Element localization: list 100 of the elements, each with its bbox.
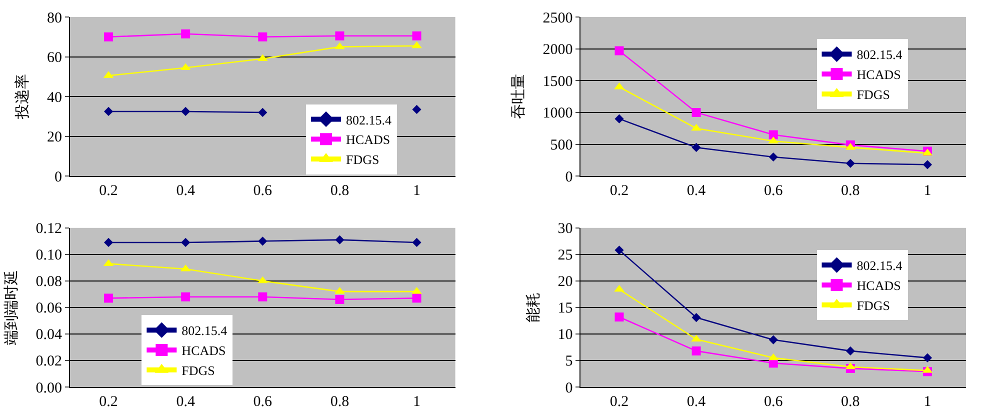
point: [181, 238, 190, 248]
point: [335, 295, 344, 304]
point: [335, 31, 344, 40]
point: [181, 106, 190, 116]
legend-label: HCADS: [346, 132, 390, 148]
point: [258, 32, 268, 42]
y-tick-label: 0.06: [36, 300, 62, 317]
x-tick-label: 0.8: [841, 183, 860, 200]
y-tick-label: 500: [550, 138, 573, 154]
point: [412, 104, 422, 114]
point: [181, 292, 190, 302]
y-tick-label: 80: [47, 10, 62, 26]
point: [258, 108, 268, 118]
point: [922, 353, 932, 362]
point: [181, 29, 190, 38]
y-tick-label: 0.08: [36, 274, 62, 290]
legend-label: 802.15.4: [182, 323, 228, 338]
x-tick-label: 0.2: [610, 394, 629, 410]
point: [104, 106, 114, 116]
point: [258, 236, 268, 246]
x-tick-label: 0.2: [610, 183, 629, 200]
legend-label: 802.15.4: [346, 112, 392, 128]
y-axis-title: 投递率: [14, 74, 32, 120]
point: [614, 284, 624, 292]
y-tick-label: 10: [558, 327, 573, 344]
y-axis-title: 端到端时延: [3, 270, 20, 345]
point: [258, 292, 268, 302]
point: [691, 334, 702, 342]
x-tick-label: 1: [413, 394, 420, 410]
x-tick-label: 0.6: [764, 394, 784, 410]
legend-label: 802.15.4: [856, 47, 903, 62]
y-tick-label: 25: [558, 248, 573, 264]
x-tick-label: 0.4: [176, 183, 196, 200]
x-tick-label: 0.4: [686, 394, 706, 410]
y-tick-label: 1500: [542, 74, 573, 90]
point: [768, 152, 778, 162]
y-tick-label: 15: [558, 300, 573, 317]
y-tick-label: 2500: [542, 10, 573, 26]
y-tick-label: 60: [47, 50, 62, 66]
legend-label: HCADS: [182, 343, 226, 358]
legend-label: FDGS: [182, 362, 215, 378]
y-tick-label: 0.12: [36, 221, 62, 238]
y-tick-label: 30: [558, 221, 573, 238]
point: [104, 294, 114, 303]
x-tick-label: 0.6: [764, 183, 784, 200]
x-tick-label: 1: [413, 183, 420, 200]
y-tick-label: 2000: [542, 42, 573, 58]
y-tick-label: 0.04: [36, 327, 62, 344]
legend-label: FDGS: [856, 87, 890, 102]
x-tick-label: 0.6: [253, 183, 273, 200]
y-tick-label: 40: [47, 90, 62, 106]
point: [692, 142, 701, 152]
point: [412, 31, 422, 40]
point: [412, 294, 422, 303]
point: [334, 42, 345, 50]
x-tick-label: 0.4: [686, 183, 706, 200]
y-tick-label: 0.02: [36, 354, 62, 370]
x-tick-label: 0.8: [330, 394, 350, 410]
legend-label: HCADS: [856, 278, 901, 294]
x-tick-label: 1: [924, 183, 932, 200]
point: [104, 32, 114, 42]
x-tick-label: 0.2: [99, 183, 118, 200]
legend-label: FDGS: [346, 152, 380, 168]
legend-label: HCADS: [856, 67, 901, 82]
x-tick-label: 0.6: [253, 394, 273, 410]
y-tick-label: 0: [54, 169, 62, 186]
point: [614, 246, 624, 255]
x-tick-label: 0.2: [99, 394, 118, 410]
point: [846, 346, 855, 356]
y-tick-label: 0.10: [36, 248, 62, 264]
point: [846, 158, 855, 168]
point: [614, 46, 624, 56]
y-axis-title: 能耗: [524, 292, 542, 322]
y-tick-label: 5: [565, 354, 573, 370]
x-tick-label: 0.8: [841, 394, 860, 410]
x-tick-label: 0.4: [176, 394, 196, 410]
legend-label: 802.15.4: [856, 258, 903, 274]
point: [692, 346, 701, 356]
y-tick-label: 1000: [542, 106, 573, 122]
point: [922, 160, 932, 170]
point: [614, 312, 624, 322]
point: [412, 41, 422, 48]
legend-label: FDGS: [856, 298, 890, 313]
y-tick-label: 0.00: [36, 380, 62, 396]
x-tick-label: 1: [924, 394, 932, 410]
point: [692, 312, 701, 322]
point: [768, 130, 778, 140]
point: [692, 108, 701, 117]
y-axis-title: 吞吐量: [510, 74, 527, 120]
point: [412, 238, 422, 248]
y-tick-label: 0: [565, 380, 573, 396]
point: [335, 235, 344, 244]
point: [614, 114, 624, 124]
y-tick-label: 20: [558, 274, 573, 290]
point: [104, 238, 114, 248]
y-tick-label: 0: [565, 169, 573, 186]
y-tick-label: 20: [47, 130, 62, 146]
x-tick-label: 0.8: [330, 183, 350, 200]
point: [768, 335, 778, 344]
point: [691, 124, 702, 131]
